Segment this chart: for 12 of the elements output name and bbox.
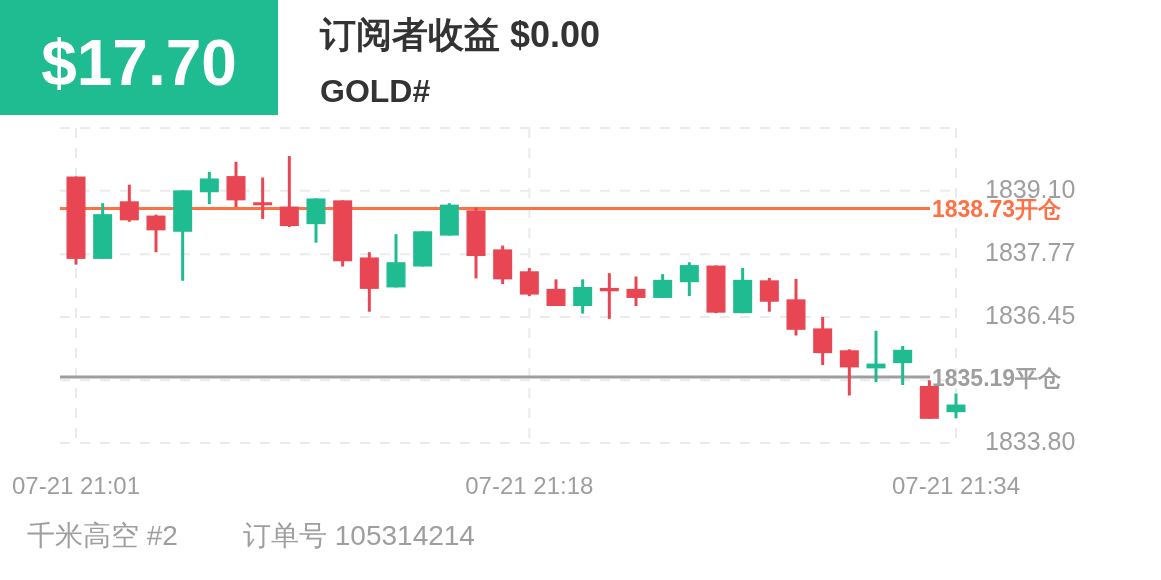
text: $17.70 <box>41 27 237 99</box>
x-tick-label: 07-21 21:18 <box>465 472 594 499</box>
y-tick-label: 1837.77 <box>985 238 1076 267</box>
text: 订单号 105314214 <box>243 520 475 551</box>
ref-line-label: 1835.19平仓 <box>932 364 1063 391</box>
chart-title: 订阅者收益 $0.00 <box>319 14 601 55</box>
chart-subtitle: GOLD# <box>320 73 431 109</box>
y-tick-label: 1833.80 <box>985 427 1076 456</box>
x-tick-label: 07-21 21:01 <box>11 472 141 499</box>
text: 千米高空 #2 <box>27 520 178 551</box>
x-tick-label: 07-21 21:34 <box>891 472 1021 499</box>
y-tick-label: 1836.45 <box>985 300 1076 329</box>
